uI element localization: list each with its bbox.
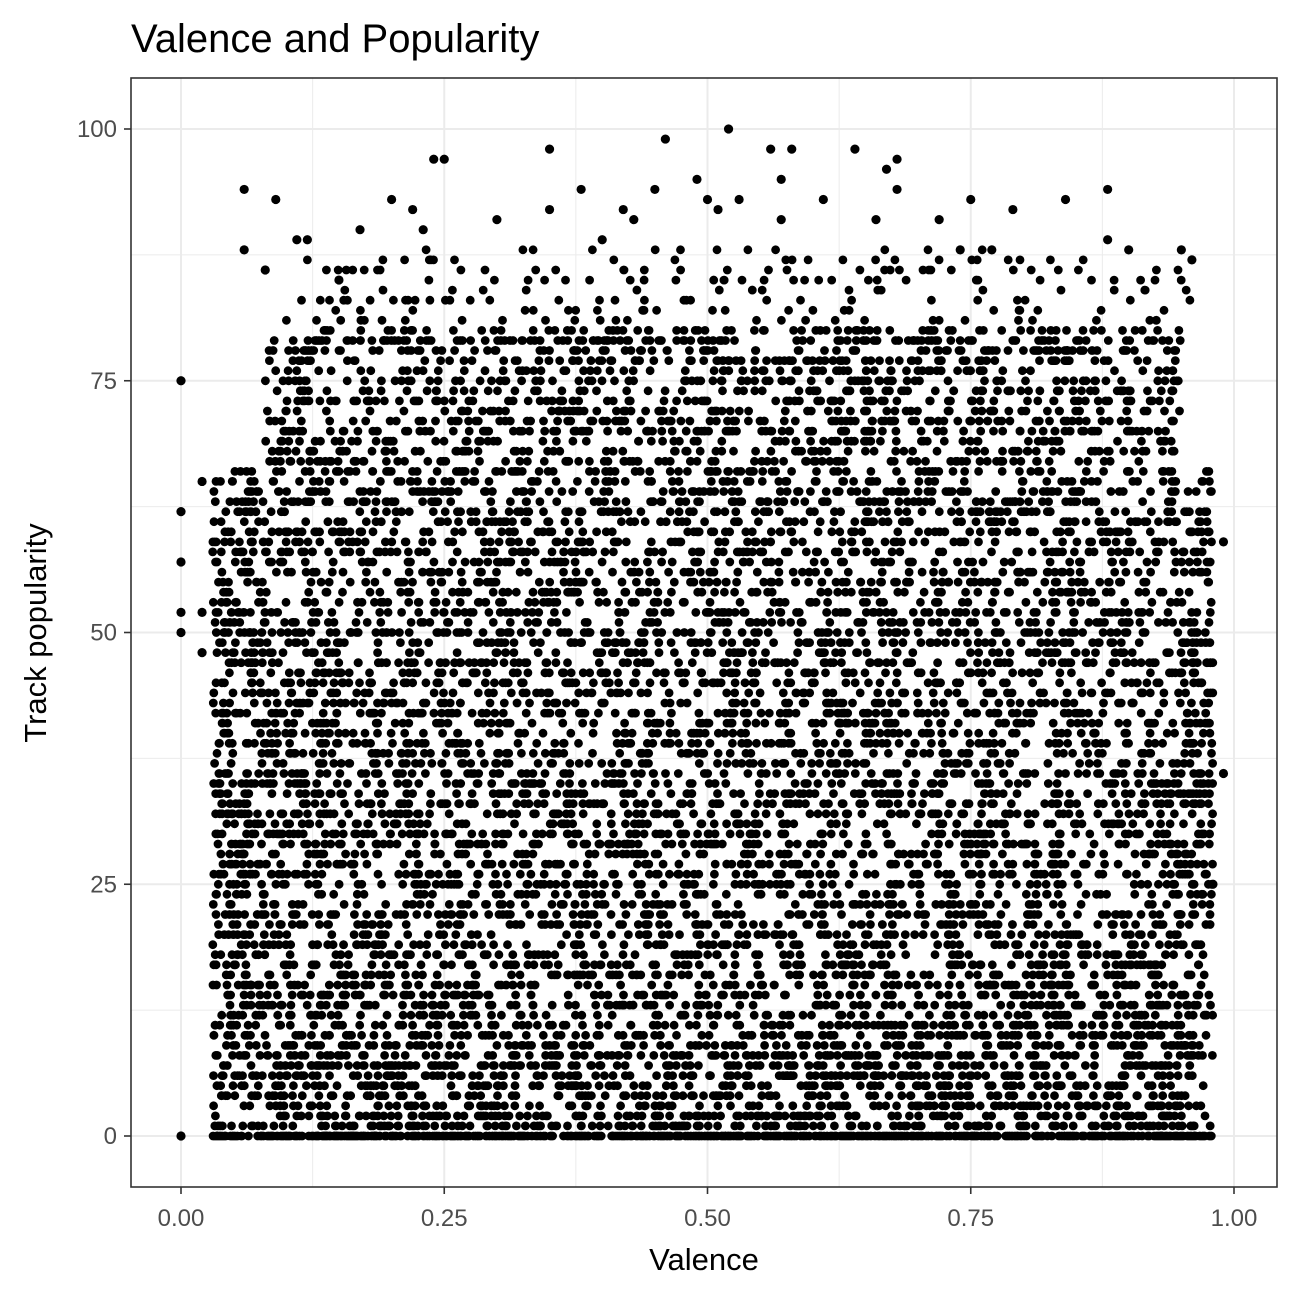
data-point xyxy=(776,215,786,225)
data-points xyxy=(176,124,1229,1141)
data-point xyxy=(966,194,976,205)
data-point xyxy=(629,215,639,225)
data-point xyxy=(408,204,418,215)
data-point xyxy=(787,144,797,154)
data-point xyxy=(713,204,723,215)
data-point xyxy=(576,184,586,195)
x-tick-label: 0.25 xyxy=(421,1205,468,1232)
data-point xyxy=(429,154,439,164)
point-cloud xyxy=(208,245,1218,1141)
data-point xyxy=(176,507,186,517)
data-point xyxy=(892,154,902,164)
data-point xyxy=(492,215,502,225)
data-point xyxy=(387,194,397,205)
y-tick-label: 25 xyxy=(90,871,117,898)
data-point xyxy=(1008,204,1018,215)
data-point xyxy=(850,144,860,154)
data-point xyxy=(618,204,628,215)
data-point xyxy=(334,275,344,285)
x-axis-ticks: 0.00 0.25 0.50 0.75 1.00 xyxy=(158,1187,1258,1232)
data-point xyxy=(439,154,449,164)
data-point xyxy=(418,225,428,235)
y-axis-ticks: 0 25 50 75 100 xyxy=(77,116,131,1150)
data-point xyxy=(260,265,270,275)
data-point xyxy=(1187,255,1197,265)
data-point xyxy=(734,194,744,205)
data-point xyxy=(650,184,660,195)
data-point xyxy=(1176,245,1186,255)
data-point xyxy=(818,194,828,205)
x-tick-label: 0.75 xyxy=(947,1205,994,1232)
chart-title: Valence and Popularity xyxy=(131,17,539,61)
data-point xyxy=(597,235,607,245)
data-point xyxy=(1124,245,1134,255)
data-point xyxy=(292,235,302,245)
data-point xyxy=(544,144,555,154)
data-point xyxy=(197,607,207,617)
data-point xyxy=(1103,184,1113,195)
overplotted-points xyxy=(208,245,1218,1141)
data-point xyxy=(544,204,555,215)
y-axis-title: Track popularity xyxy=(18,523,53,743)
data-point xyxy=(776,174,786,184)
data-point xyxy=(871,215,881,225)
data-point xyxy=(176,1131,186,1141)
data-point xyxy=(892,184,902,195)
data-point xyxy=(1218,768,1229,779)
data-point xyxy=(1208,879,1218,889)
y-tick-label: 0 xyxy=(104,1123,117,1150)
x-tick-label: 0.00 xyxy=(158,1205,205,1232)
data-point xyxy=(881,164,892,174)
data-point xyxy=(723,124,734,134)
data-point xyxy=(1060,194,1071,205)
data-point xyxy=(239,245,249,255)
x-tick-label: 1.00 xyxy=(1211,1205,1258,1232)
y-tick-label: 100 xyxy=(77,116,117,143)
data-point xyxy=(176,557,186,567)
data-point xyxy=(955,245,965,255)
data-point xyxy=(660,134,670,144)
data-point xyxy=(355,225,365,235)
y-tick-label: 75 xyxy=(90,368,117,395)
data-point xyxy=(176,376,186,386)
data-point xyxy=(302,235,312,245)
data-point xyxy=(702,194,713,205)
data-point xyxy=(239,184,249,195)
data-point xyxy=(1218,537,1229,547)
data-point xyxy=(987,245,997,255)
x-axis-title: Valence xyxy=(649,1242,759,1277)
y-tick-label: 50 xyxy=(90,620,117,647)
data-point xyxy=(766,144,776,154)
data-point xyxy=(176,607,186,617)
data-point xyxy=(271,194,281,205)
data-point xyxy=(176,627,186,638)
data-point xyxy=(934,215,944,225)
data-point xyxy=(197,648,207,658)
x-tick-label: 0.50 xyxy=(684,1205,731,1232)
data-point xyxy=(692,174,702,184)
data-point xyxy=(1103,235,1113,245)
data-point xyxy=(197,476,207,487)
